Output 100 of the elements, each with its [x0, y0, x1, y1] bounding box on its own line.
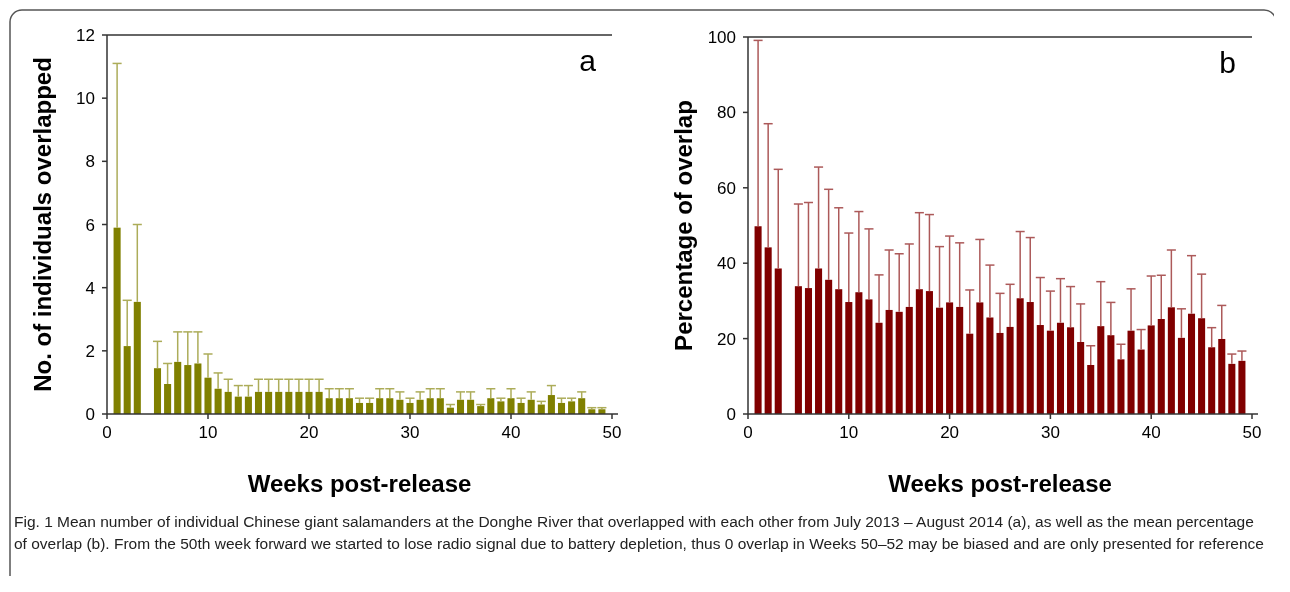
- bar: [557, 402, 566, 414]
- bar: [376, 398, 384, 414]
- bar: [184, 365, 192, 414]
- y-tick-label: 0: [85, 405, 95, 424]
- bar: [295, 391, 303, 414]
- bar: [865, 299, 873, 414]
- bar: [578, 398, 586, 414]
- y-tick-label: 8: [85, 152, 95, 172]
- bar: [315, 391, 323, 414]
- bar: [265, 391, 273, 414]
- bar: [845, 302, 853, 414]
- bar: [754, 226, 762, 414]
- bar: [164, 384, 172, 414]
- bar: [1228, 363, 1236, 414]
- bar: [194, 363, 202, 414]
- bar: [1167, 307, 1175, 414]
- bar: [517, 402, 525, 414]
- bar: [976, 302, 984, 414]
- bar: [355, 402, 364, 414]
- x-tick-label: 10: [839, 423, 859, 442]
- bar: [386, 398, 394, 414]
- bar: [764, 247, 772, 414]
- bar: [1187, 313, 1196, 414]
- bar: [966, 333, 974, 414]
- y-tick-label: 0: [726, 405, 736, 424]
- bar: [456, 399, 465, 414]
- y-axis-title: No. of individuals overlapped: [29, 57, 56, 392]
- y-tick-label: 60: [717, 178, 736, 198]
- y-tick-label: 20: [717, 329, 736, 349]
- y-tick-label: 12: [76, 26, 95, 45]
- x-tick-label: 40: [501, 423, 521, 442]
- bar: [335, 398, 343, 414]
- bar: [1006, 326, 1014, 414]
- bar: [1177, 337, 1185, 414]
- bar: [996, 332, 1004, 414]
- bar: [925, 291, 933, 414]
- y-axis-title: Percentage of overlap: [670, 100, 697, 351]
- bar: [406, 402, 414, 414]
- y-tick-label: 80: [717, 103, 736, 123]
- bar: [325, 398, 333, 414]
- bar: [396, 399, 404, 414]
- bar: [214, 388, 222, 414]
- x-tick-label: 40: [1141, 423, 1161, 442]
- y-tick-label: 4: [85, 278, 95, 298]
- bar: [794, 286, 802, 414]
- caption: Fig. 1 Mean number of individual Chinese giant salamanders at the Donghe River that overlapped with each other from July 2013 – August 2014 (a), as well as the mean percentage of overlap (b). From the 50th week forward we started to lose radio signal due to battery depletion, thus 0 overlap in Weeks 50–52 may be biased and are only presented for reference: [14, 512, 1264, 554]
- bar: [153, 368, 162, 414]
- annotation: b: [1219, 46, 1236, 79]
- bar: [244, 396, 252, 414]
- bar: [935, 307, 944, 414]
- x-tick-label: 50: [602, 423, 622, 442]
- y-tick-label: 40: [717, 254, 736, 274]
- bar: [915, 289, 923, 414]
- bar: [133, 301, 141, 414]
- bar: [254, 391, 263, 414]
- y-tick-label: 6: [85, 215, 95, 235]
- bar: [1157, 319, 1165, 414]
- bar: [1117, 359, 1125, 414]
- bar: [986, 317, 994, 414]
- bar: [1097, 326, 1105, 414]
- bar: [568, 401, 576, 414]
- bar: [1208, 347, 1216, 414]
- bar: [497, 401, 505, 414]
- x-tick-label: 20: [940, 423, 960, 442]
- bar: [345, 398, 353, 414]
- bar: [1218, 338, 1226, 414]
- bar: [224, 391, 232, 414]
- bar: [1107, 335, 1115, 414]
- bar: [774, 268, 782, 414]
- x-tick-label: 0: [743, 423, 753, 442]
- bar: [1147, 325, 1155, 414]
- x-axis-title: Weeks post-release: [247, 470, 472, 497]
- bar: [1026, 302, 1034, 414]
- bar: [946, 302, 954, 414]
- bar: [815, 268, 823, 414]
- bar: [885, 309, 893, 414]
- bar: [1077, 341, 1085, 414]
- x-tick-label: 10: [198, 423, 218, 442]
- bar: [527, 399, 535, 414]
- bar: [956, 306, 964, 414]
- bar: [436, 398, 444, 414]
- bar: [366, 402, 374, 414]
- bar: [204, 377, 212, 414]
- x-tick-label: 0: [102, 423, 112, 442]
- bar: [234, 396, 242, 414]
- x-tick-label: 30: [1040, 423, 1060, 442]
- y-tick-label: 10: [76, 89, 95, 109]
- bar: [1016, 298, 1024, 414]
- bar: [174, 361, 182, 414]
- y-tick-label: 100: [707, 28, 736, 47]
- bar: [875, 322, 883, 414]
- x-tick-label: 50: [1242, 423, 1262, 442]
- bar: [547, 395, 555, 414]
- bar: [285, 391, 293, 414]
- bar: [305, 391, 313, 414]
- bar: [507, 398, 515, 414]
- bar: [416, 399, 424, 414]
- bar: [1046, 330, 1054, 414]
- bar: [487, 398, 495, 414]
- bar: [1198, 318, 1206, 414]
